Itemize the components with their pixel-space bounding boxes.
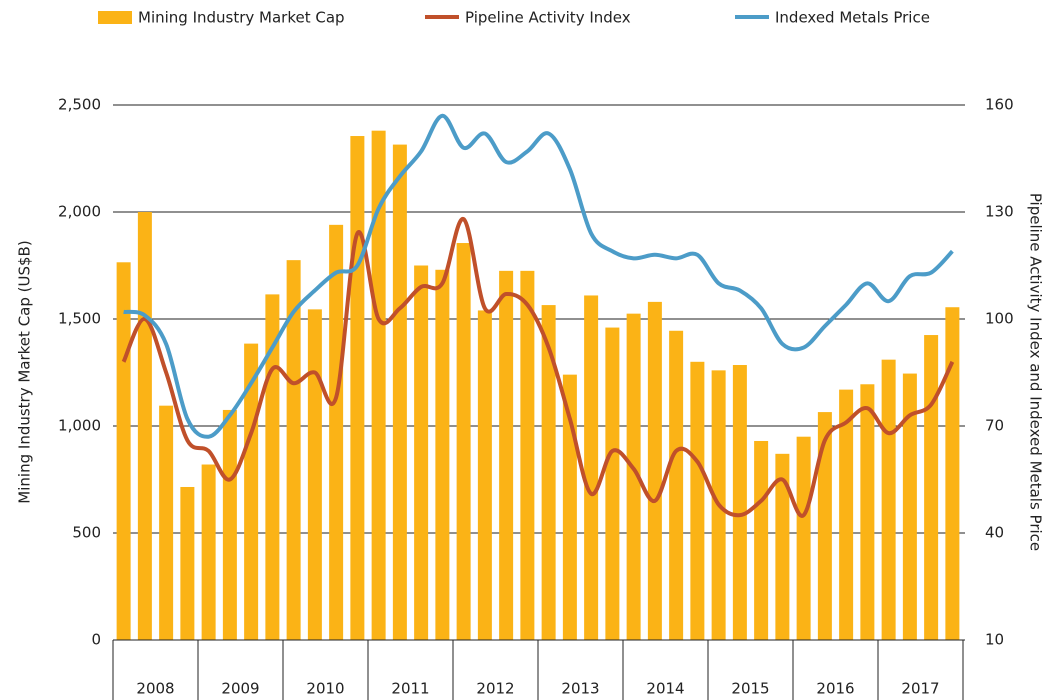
bar xyxy=(116,262,131,640)
legend-swatch xyxy=(98,11,132,24)
bar xyxy=(371,130,386,640)
x-tick-label: 2013 xyxy=(561,680,599,698)
bar xyxy=(286,260,301,640)
y2-axis-label: Pipeline Activity Index and Indexed Meta… xyxy=(1027,193,1045,551)
legend-label: Mining Industry Market Cap xyxy=(138,9,345,27)
y2-tick-label: 10 xyxy=(985,631,1004,649)
bar xyxy=(541,305,556,640)
y2-tick-label: 160 xyxy=(985,96,1014,114)
bar xyxy=(414,265,429,640)
bar xyxy=(456,243,471,640)
bar xyxy=(201,464,216,640)
bar xyxy=(605,327,620,640)
bar xyxy=(945,307,960,640)
y2-tick-label: 130 xyxy=(985,203,1014,221)
bar xyxy=(924,335,939,640)
bar xyxy=(669,330,684,640)
line xyxy=(123,113,954,439)
bar xyxy=(499,270,514,640)
x-tick-label: 2008 xyxy=(136,680,174,698)
bar xyxy=(435,269,450,640)
legend-label: Indexed Metals Price xyxy=(775,9,930,27)
bar xyxy=(647,301,662,640)
bar xyxy=(732,365,747,640)
x-tick-label: 2011 xyxy=(391,680,429,698)
bar xyxy=(159,405,174,640)
y-tick-label: 500 xyxy=(72,524,101,542)
bar xyxy=(329,224,344,640)
bar xyxy=(902,373,917,640)
x-tick-label: 2010 xyxy=(306,680,344,698)
y2-tick-label: 70 xyxy=(985,417,1004,435)
bar xyxy=(817,412,832,640)
bar xyxy=(754,440,769,640)
x-tick-label: 2015 xyxy=(731,680,769,698)
bar xyxy=(775,453,790,640)
bar xyxy=(860,384,875,640)
y2-tick-label: 100 xyxy=(985,310,1014,328)
bar xyxy=(307,309,322,640)
y-tick-label: 2,000 xyxy=(58,203,101,221)
bar xyxy=(180,486,195,640)
bar xyxy=(350,136,365,640)
x-tick-label: 2016 xyxy=(816,680,854,698)
x-tick-label: 2017 xyxy=(901,680,939,698)
legend-label: Pipeline Activity Index xyxy=(465,9,631,27)
bar xyxy=(626,313,641,640)
y-axis-label: Mining Industry Market Cap (US$B) xyxy=(16,240,34,503)
y2-tick-label: 40 xyxy=(985,524,1004,542)
y-tick-label: 2,500 xyxy=(58,96,101,114)
bar xyxy=(881,359,896,640)
y-tick-label: 1,000 xyxy=(58,417,101,435)
bar xyxy=(796,436,811,640)
bar xyxy=(584,295,599,640)
x-tick-label: 2009 xyxy=(221,680,259,698)
y-tick-label: 1,500 xyxy=(58,310,101,328)
bar xyxy=(520,270,535,640)
bar xyxy=(392,144,407,640)
x-tick-label: 2012 xyxy=(476,680,514,698)
bar xyxy=(137,212,152,640)
bar xyxy=(477,310,492,640)
bar xyxy=(222,409,237,640)
y-tick-label: 0 xyxy=(91,631,101,649)
bar xyxy=(839,389,854,640)
line xyxy=(121,217,955,518)
bar xyxy=(690,361,705,640)
x-tick-label: 2014 xyxy=(646,680,684,698)
